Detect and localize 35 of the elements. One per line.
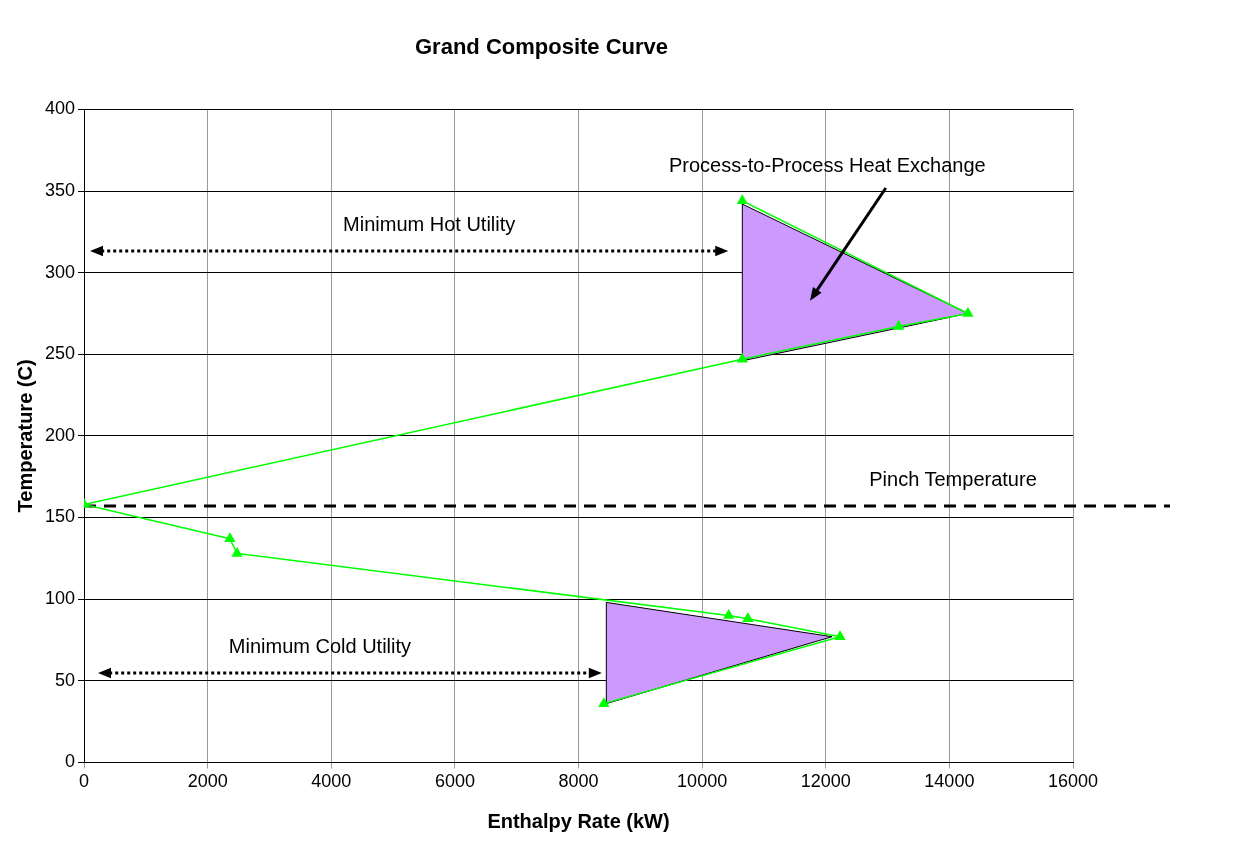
point <box>893 320 904 330</box>
y-tick-label: 250 <box>44 343 76 364</box>
x-tick-label: 0 <box>79 771 90 792</box>
y-tick-label: 100 <box>44 588 76 609</box>
ref-line-label: Pinch Temperature <box>869 467 1037 490</box>
chart-title: Grand Composite Curve <box>414 34 669 60</box>
point <box>737 195 748 205</box>
y-tick-label: 0 <box>65 751 76 772</box>
point <box>742 612 753 622</box>
annotation: Minimum Cold Utility <box>228 634 412 657</box>
x-tick-label: 8000 <box>558 771 599 792</box>
point <box>834 630 846 640</box>
x-tick-label: 16000 <box>1047 771 1099 792</box>
annotation: Process-to-Process Heat Exchange <box>668 153 986 176</box>
x-tick-label: 2000 <box>187 771 228 792</box>
point <box>231 547 243 557</box>
x-tick-label: 4000 <box>311 771 352 792</box>
point <box>598 697 609 707</box>
annotation: Minimum Hot Utility <box>343 212 516 235</box>
y-axis-title: Temperature (C) <box>13 359 36 513</box>
point <box>737 353 748 363</box>
x-tick-label: 12000 <box>800 771 851 792</box>
point <box>723 609 734 619</box>
point <box>962 307 973 317</box>
y-tick-label: 300 <box>44 261 76 282</box>
x-tick-label: 6000 <box>434 771 475 792</box>
y-tick-label: 50 <box>55 669 76 690</box>
x-tick-label: 14000 <box>924 771 975 792</box>
x-axis-title: Enthalpy Rate (kW) <box>487 809 670 832</box>
point <box>224 533 235 542</box>
y-tick-label: 400 <box>44 98 76 119</box>
x-tick-label: 10000 <box>677 771 728 792</box>
y-tick-label: 200 <box>44 424 76 445</box>
y-tick-label: 350 <box>44 179 76 200</box>
y-tick-label: 150 <box>44 506 76 527</box>
